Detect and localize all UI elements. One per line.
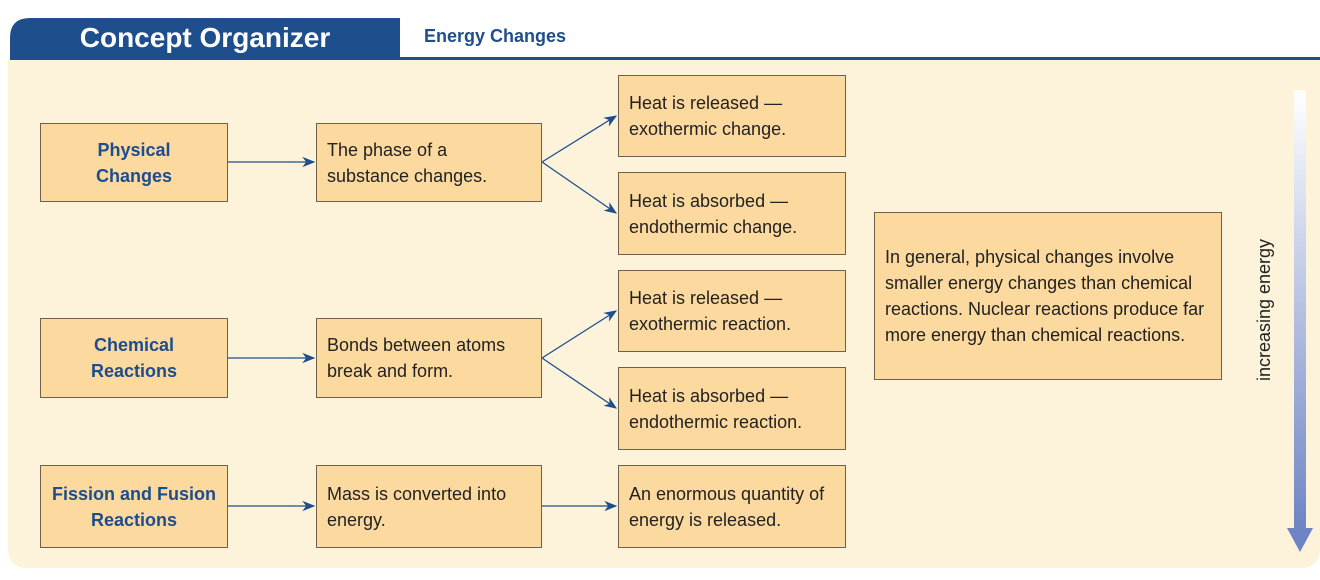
energy-arrow — [1294, 90, 1306, 530]
connectors — [228, 115, 618, 512]
category-box: Chemical Reactions — [40, 318, 228, 398]
energy-arrow-head — [1287, 528, 1313, 552]
subtitle-tab — [404, 18, 624, 58]
arrow — [541, 357, 618, 409]
outcome-box: Heat is absorbed — endothermic reaction. — [618, 367, 846, 450]
process-box: Bonds between atoms break and form. — [316, 318, 542, 398]
outcome-box: An enormous quantity of energy is releas… — [618, 465, 846, 548]
outcome-box-text: Heat is released — exothermic change. — [629, 93, 787, 139]
outcome-box-text: Heat is absorbed — endothermic change. — [629, 190, 798, 237]
arrow — [541, 161, 618, 214]
process-box-text: Mass is converted into energy. — [327, 483, 507, 530]
summary-box-text: In general, physical changes involve sma… — [885, 247, 1205, 345]
outcome-box-text: An enormous quantity of energy is releas… — [629, 483, 825, 530]
outcome-box-text: Heat is absorbed — endothermic reaction. — [629, 385, 803, 432]
arrow-label: increasing energy — [1254, 239, 1274, 381]
arrow — [541, 310, 618, 359]
category-box: Fission and Fusion Reactions — [40, 465, 228, 548]
outcome-box-text: Heat is released — exothermic reaction. — [629, 288, 792, 334]
category-box-text: Chemical Reactions — [90, 335, 178, 381]
process-box: Mass is converted into energy. — [316, 465, 542, 548]
process-box-text: The phase of a substance changes. — [327, 139, 488, 186]
summary-box: In general, physical changes involve sma… — [874, 212, 1222, 380]
outcome-box: Heat is released — exothermic reaction. — [618, 270, 846, 352]
outcome-box: Heat is absorbed — endothermic change. — [618, 172, 846, 255]
subtitle: Energy Changes — [424, 26, 566, 46]
arrow — [541, 115, 618, 163]
category-box-text: Physical Changes — [95, 139, 173, 186]
header-rule — [10, 57, 1320, 60]
process-box-text: Bonds between atoms break and form. — [327, 335, 506, 381]
category-box: Physical Changes — [40, 123, 228, 202]
outcome-box: Heat is released — exothermic change. — [618, 75, 846, 157]
process-box: The phase of a substance changes. — [316, 123, 542, 202]
title: Concept Organizer — [80, 22, 331, 53]
title-tab — [10, 18, 400, 58]
category-box-text: Fission and Fusion Reactions — [51, 483, 216, 530]
